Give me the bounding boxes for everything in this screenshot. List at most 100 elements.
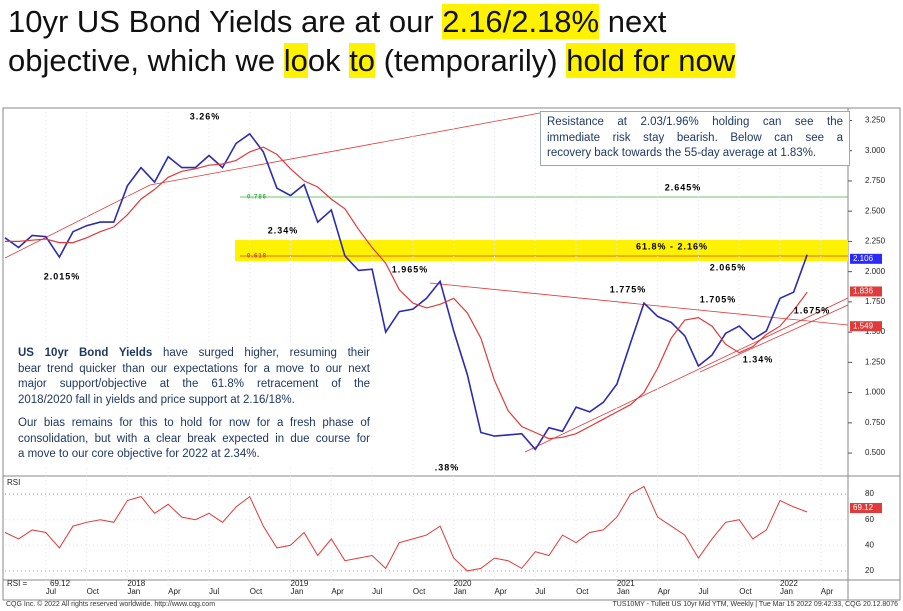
rsi-marker-label: 69.12 bbox=[853, 503, 874, 512]
y-tick-label: 3.250 bbox=[865, 116, 886, 125]
comment-bold: US 10yr Bond Yields bbox=[18, 347, 153, 359]
x-tick-label: Jan bbox=[291, 587, 304, 596]
trend-line bbox=[699, 304, 849, 373]
annotation: 61.8% - 2.16% bbox=[636, 241, 708, 251]
note-line: Resistance at 2.03/1.96% holding can see… bbox=[547, 116, 843, 128]
comment-line: Our bias remains for this to hold for no… bbox=[18, 417, 370, 429]
comment-line: a move to our core objective for 2022 at… bbox=[18, 448, 260, 460]
rsi-tick-label: 20 bbox=[865, 566, 874, 575]
price-line bbox=[5, 146, 808, 440]
title-segment: 2.16/2.18% bbox=[442, 4, 600, 39]
x-year-label: 2020 bbox=[454, 579, 472, 588]
y-tick-label: 1.250 bbox=[865, 357, 886, 366]
annotation: 2.645% bbox=[665, 182, 702, 192]
x-tick-label: Oct bbox=[250, 587, 263, 596]
rsi-readout: RSI = bbox=[7, 579, 28, 588]
comment-text: have surged higher, resuming their bbox=[152, 347, 370, 359]
annotation: 1.675% bbox=[794, 305, 831, 315]
comment-line: consolidation, but with a clear break ex… bbox=[18, 432, 370, 445]
title-line: objective, which we look to (temporarily… bbox=[8, 41, 736, 80]
title-line: 10yr US Bond Yields are at our 2.16/2.18… bbox=[8, 2, 735, 41]
x-year-label: 2019 bbox=[291, 579, 309, 588]
x-tick-label: Jul bbox=[535, 587, 545, 596]
x-tick-label: Apr bbox=[821, 587, 834, 596]
x-tick-label: Oct bbox=[413, 587, 426, 596]
x-tick-label: Jul bbox=[209, 587, 219, 596]
x-tick-label: Apr bbox=[331, 587, 344, 596]
footer-right: TUS10MY - Tullett US 10yr Mid YTM, Weekl… bbox=[613, 601, 899, 608]
title-segment: hold for now bbox=[566, 43, 736, 78]
x-year-label: 2021 bbox=[617, 579, 635, 588]
y-tick-label: 1.500 bbox=[865, 327, 886, 336]
trend-line bbox=[149, 112, 541, 186]
y-tick-label: 0.750 bbox=[865, 418, 886, 427]
price-marker bbox=[850, 321, 882, 332]
spacer bbox=[18, 408, 370, 416]
trend-line bbox=[524, 297, 849, 453]
y-tick-label: 1.750 bbox=[865, 297, 886, 306]
annotation: 0.618 bbox=[247, 254, 267, 260]
x-tick-label: Jan bbox=[617, 587, 630, 596]
x-tick-label: Jul bbox=[372, 587, 382, 596]
trend-line bbox=[4, 184, 151, 259]
annotation: 1.34% bbox=[743, 354, 774, 364]
x-tick-label: Jan bbox=[454, 587, 467, 596]
comment-line: 2018/2020 fall in yields and price suppo… bbox=[18, 393, 295, 406]
trend-line bbox=[429, 282, 849, 326]
rsi-marker bbox=[850, 503, 882, 514]
x-tick-label: Oct bbox=[576, 587, 589, 596]
y-tick-label: 2.750 bbox=[865, 176, 886, 185]
annotation: 1.775% bbox=[610, 284, 647, 294]
x-tick-label: Jul bbox=[698, 587, 708, 596]
x-year-label: 2022 bbox=[780, 579, 798, 588]
rsi-tick-label: 60 bbox=[865, 515, 874, 524]
resistance-band bbox=[235, 240, 848, 261]
price-marker bbox=[850, 253, 882, 264]
note-line: immediate risk stay bearish. Below can s… bbox=[547, 131, 843, 144]
y-tick-label: 0.500 bbox=[865, 448, 886, 457]
title-segment: ok bbox=[307, 43, 350, 78]
rsi-tick-label: 80 bbox=[865, 489, 874, 498]
x-tick-label: Apr bbox=[658, 587, 671, 596]
comment-line: US 10yr Bond Yields have surged higher, … bbox=[18, 346, 370, 362]
comment-line: major support/objective at the 61.8% ret… bbox=[18, 378, 370, 390]
annotation: 0.786 bbox=[247, 195, 267, 201]
annotation: 1.705% bbox=[700, 294, 737, 304]
title-segment: objective, which we bbox=[8, 43, 284, 78]
x-tick-label: Jan bbox=[780, 587, 793, 596]
annotation: 1.965% bbox=[392, 264, 429, 274]
x-tick-label: Jul bbox=[46, 587, 56, 596]
annotation: 2.065% bbox=[710, 262, 747, 272]
comment-line: bear trend quicker than our expectations… bbox=[18, 362, 370, 375]
title: 10yr US Bond Yields are at our 2.16/2.18… bbox=[8, 2, 736, 80]
note-line: recovery back towards the 55-day average… bbox=[547, 147, 817, 159]
title-segment: to bbox=[349, 43, 376, 78]
annotation: 2.015% bbox=[44, 271, 81, 281]
y-tick-label: 2.250 bbox=[865, 237, 886, 246]
price-marker-label: 2.106 bbox=[853, 254, 874, 263]
title-segment: (temporarily) bbox=[375, 43, 567, 78]
y-tick-label: 3.000 bbox=[865, 146, 886, 155]
y-tick-label: 2.500 bbox=[865, 206, 886, 215]
y-tick-label: 1.000 bbox=[865, 388, 886, 397]
comment-box: US 10yr Bond Yields have surged higher, … bbox=[14, 344, 374, 465]
y-tick-label: 2.000 bbox=[865, 267, 886, 276]
price-marker-label: 1.549 bbox=[853, 321, 874, 330]
x-tick-label: Apr bbox=[168, 587, 181, 596]
x-tick-label: Oct bbox=[87, 587, 100, 596]
x-tick-label: Jan bbox=[127, 587, 140, 596]
annotation: .38% bbox=[435, 462, 460, 472]
annotation: 2.34% bbox=[268, 225, 299, 235]
rsi-line bbox=[4, 485, 808, 572]
rsi-tick-label: 40 bbox=[865, 540, 874, 549]
note-box: Resistance at 2.03/1.96% holding can see… bbox=[540, 111, 850, 166]
title-segment: next bbox=[599, 4, 667, 39]
rsi-readout-value: 69.12 bbox=[50, 579, 71, 588]
x-year-label: 2018 bbox=[127, 579, 145, 588]
x-tick-label: Oct bbox=[739, 587, 752, 596]
price-line bbox=[4, 132, 808, 451]
price-marker-label: 1.836 bbox=[853, 287, 874, 296]
annotation: 3.26% bbox=[190, 111, 221, 121]
